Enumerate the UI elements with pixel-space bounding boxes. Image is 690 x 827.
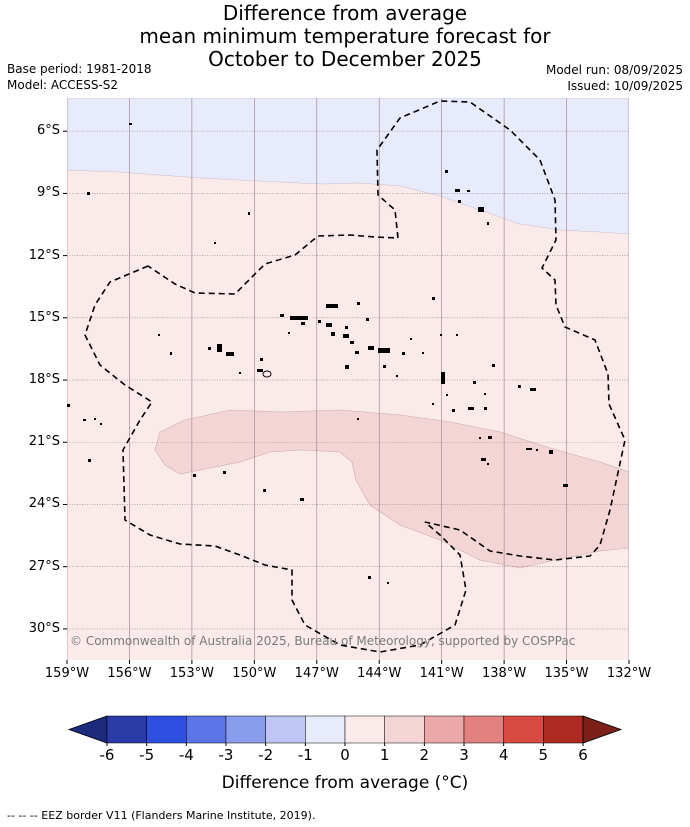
colorbar-tick-label: -4 [178,746,194,764]
chart-title-line-3: October to December 2025 [208,47,482,71]
colorbar-tick-label: -3 [218,746,234,764]
longitude-label: 156°W [107,666,152,681]
colorbar-tick-label: 4 [498,746,509,764]
colorbar-cell [146,715,187,744]
colorbar-cell [305,715,346,744]
copyright-notice: © Commonwealth of Australia 2025, Bureau… [70,634,576,648]
latitude-label: 12°S [28,247,60,263]
longitude-label: 141°W [419,666,464,681]
latitude-label: 18°S [28,372,60,388]
colorbar-cell [503,715,544,744]
latitude-label: 9°S [36,185,60,201]
latitude-label: 27°S [28,558,60,574]
colorbar-tick-label: 2 [419,746,430,764]
issued-label: Issued: 10/09/2025 [567,79,683,93]
longitude-label: 147°W [294,666,339,681]
cool-band-region [67,98,629,235]
colorbar-cell [463,715,504,744]
colorbar-tick-label: -6 [99,746,115,764]
colorbar-tick-label: -2 [258,746,274,764]
colorbar-cell [186,715,227,744]
colorbar [67,715,623,746]
colorbar-tick-label: 3 [459,746,469,764]
model-label: Model: ACCESS-S2 [7,78,119,92]
colorbar-ticks [106,743,584,746]
colorbar-tick-label: -1 [297,746,313,764]
island-markers [67,123,568,584]
eez-legend-note: -- -- -- EEZ border V11 (Flanders Marine… [7,809,316,822]
longitude-label: 150°W [232,666,277,681]
chart-title-line-1: Difference from average [222,1,468,25]
latitude-ticks [63,130,67,630]
colorbar-cells [106,715,584,744]
model-run-label: Model run: 08/09/2025 [545,63,683,77]
chart-title-line-2: mean minimum temperature forecast for [139,24,551,48]
colorbar-tick-label: -5 [139,746,155,764]
colorbar-tick-label: 5 [538,746,549,764]
longitude-label: 135°W [544,666,589,681]
longitude-label: 144°W [357,666,402,681]
island-outline-marker [262,370,272,378]
colorbar-cell [424,715,465,744]
colorbar-cell [265,715,306,744]
colorbar-cell [344,715,385,744]
colorbar-cell [384,715,425,744]
latitude-label: 21°S [28,434,60,450]
colorbar-cell [225,715,266,744]
latitude-label: 24°S [28,496,60,512]
longitude-label: 132°W [606,666,652,681]
longitude-label: 159°W [44,666,90,681]
longitude-label: 138°W [482,666,527,681]
colorbar-tick-label: 6 [578,746,588,764]
colorbar-cell [106,715,147,744]
latitude-label: 15°S [28,309,60,325]
colorbar-cell [543,715,584,744]
colorbar-title: Difference from average (°C) [221,773,469,793]
colorbar-tick-label: 0 [340,746,350,764]
latitude-label: 6°S [36,123,60,139]
latitude-label: 30°S [28,620,60,636]
colorbar-tick-label: 1 [379,746,390,764]
base-period-label: Base period: 1981-2018 [7,62,152,76]
longitude-ticks [66,660,630,664]
longitude-label: 153°W [169,666,214,681]
colorbar-under-arrow [67,715,108,744]
colorbar-over-arrow [582,715,623,744]
map-graticule [67,98,629,660]
eez-border [84,100,626,653]
warmer-patch-region [154,409,629,569]
